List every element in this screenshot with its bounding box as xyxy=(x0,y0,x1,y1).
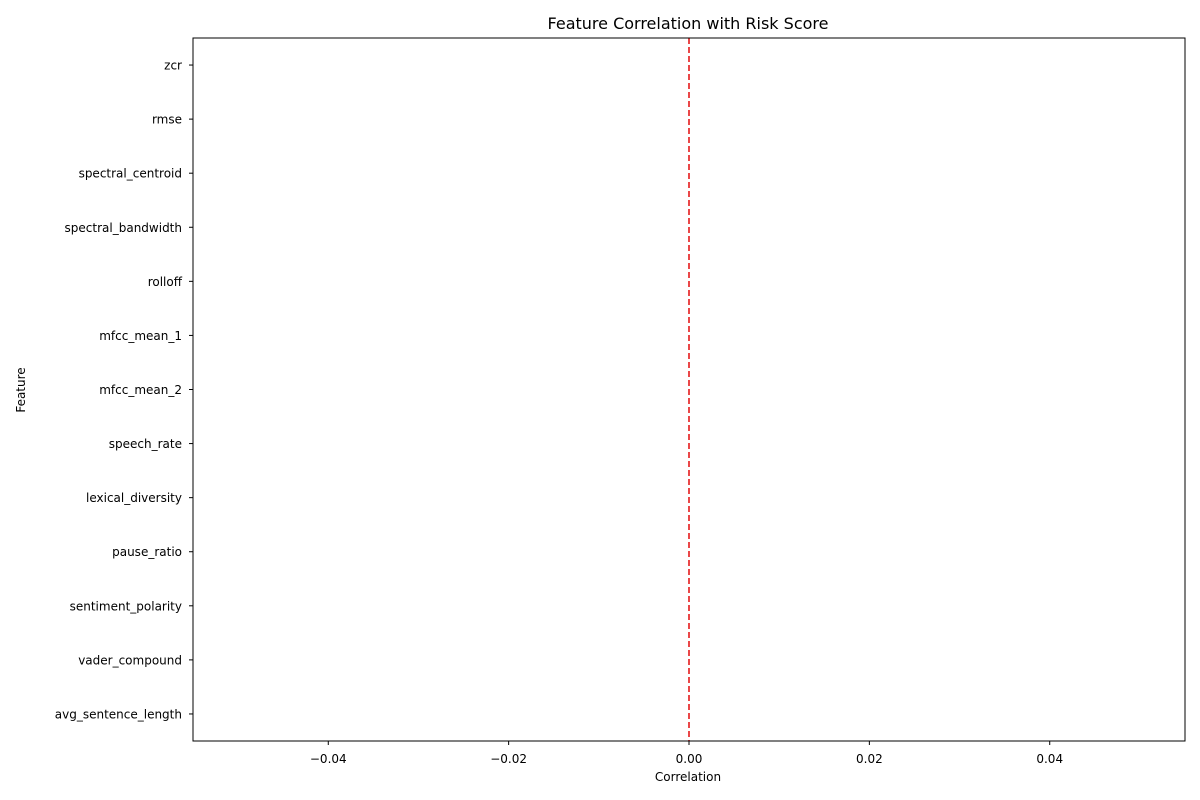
chart-title: Feature Correlation with Risk Score xyxy=(548,14,829,33)
x-tick-label: −0.02 xyxy=(490,752,527,766)
y-tick-label: rmse xyxy=(152,113,182,127)
x-tick-label: 0.02 xyxy=(856,752,883,766)
y-tick-label: speech_rate xyxy=(109,437,182,451)
x-axis-label: Correlation xyxy=(655,770,721,784)
y-tick-label: avg_sentence_length xyxy=(55,707,182,721)
y-axis-label: Feature xyxy=(14,367,28,412)
y-tick-label: mfcc_mean_1 xyxy=(99,329,182,343)
y-tick-label: lexical_diversity xyxy=(86,491,182,505)
x-tick-label: 0.00 xyxy=(676,752,703,766)
y-tick-label: pause_ratio xyxy=(112,545,182,559)
reference-line-group xyxy=(192,37,1186,742)
y-axis: zcr rmse spectral_centroid spectral_bandwid… xyxy=(55,59,193,721)
y-tick-label: mfcc_mean_2 xyxy=(99,383,182,397)
y-tick-label: spectral_centroid xyxy=(79,167,182,181)
x-axis: −0.04 −0.02 0.00 0.02 0.04 xyxy=(310,741,1063,766)
y-tick-label: spectral_bandwidth xyxy=(65,221,182,235)
y-tick-label: vader_compound xyxy=(78,653,182,667)
y-tick-label: zcr xyxy=(164,59,182,73)
y-tick-label: rolloff xyxy=(148,275,183,289)
x-tick-label: 0.04 xyxy=(1036,752,1063,766)
y-tick-label: sentiment_polarity xyxy=(70,599,182,613)
x-tick-label: −0.04 xyxy=(310,752,347,766)
